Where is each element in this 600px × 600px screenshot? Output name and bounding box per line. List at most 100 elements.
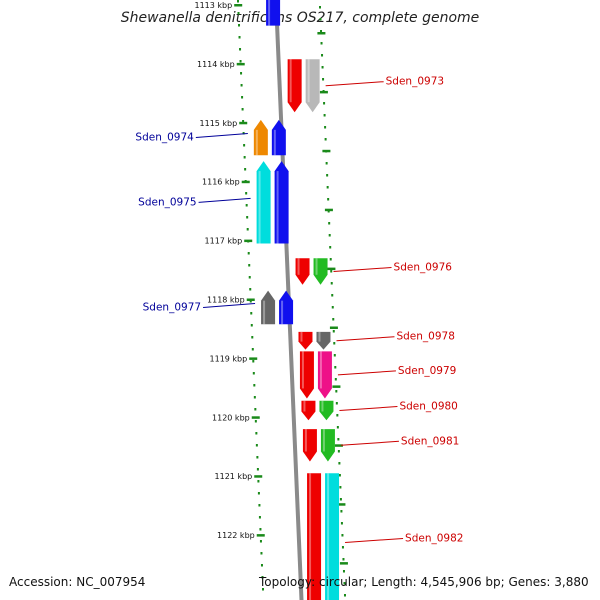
ruler-dot <box>340 522 343 525</box>
ruler-dot <box>253 384 256 387</box>
ruler-dot <box>340 510 343 513</box>
major-tick <box>322 149 331 153</box>
gene-feature-arrow <box>256 161 271 244</box>
ruler-dot <box>238 36 241 39</box>
kbp-label: 1122 kbp <box>217 531 255 540</box>
gene-arrow-shine <box>309 473 312 600</box>
ruler-dot <box>336 426 339 429</box>
major-tick <box>329 326 338 329</box>
ruler-dot <box>237 12 240 15</box>
ruler-dot <box>261 588 264 591</box>
genome-title: Shewanella denitrificans OS217, complete… <box>120 10 480 26</box>
gene-feature-arrow-shine <box>321 400 324 412</box>
major-tick <box>334 444 343 447</box>
gene-feature-arrow-shine <box>327 473 330 600</box>
genome-summary: Topology: circular; Length: 4,545,906 bp… <box>259 575 589 589</box>
ruler-dot <box>241 108 244 111</box>
ruler-dot <box>342 558 345 561</box>
ruler-dot <box>244 168 247 171</box>
ruler-dot <box>335 390 338 393</box>
accession-text: Accession: NC_007954 <box>9 575 146 589</box>
gene-arrow-shine <box>273 129 276 156</box>
gene-feature-arrow <box>320 429 335 462</box>
gene-arrow <box>307 473 322 600</box>
gene-feature-arrow <box>319 400 334 421</box>
ruler-dot <box>333 354 336 357</box>
gene-arrow <box>299 351 314 399</box>
ruler-dot <box>342 570 345 573</box>
kbp-label: 1117 kbp <box>205 237 243 246</box>
kbp-scale: 1113 kbp 1114 kbp 1115 kbp 1116 kbp 1117 kbp… <box>195 1 348 565</box>
gene-feature-arrow <box>253 119 268 156</box>
ruler-dot <box>338 462 341 465</box>
major-tick <box>241 180 250 184</box>
gene-feature-arrow <box>313 258 328 285</box>
ruler-dot <box>252 372 255 375</box>
gene-label: Sden_0974 <box>135 132 194 144</box>
ruler-dot <box>326 174 329 177</box>
gene-feature-arrow <box>261 290 276 325</box>
gene-label-leader <box>337 370 396 376</box>
ruler-dot <box>330 270 333 273</box>
ruler-dot <box>321 54 324 57</box>
kbp-label: 1119 kbp <box>210 354 248 363</box>
ruler-dot <box>242 120 245 123</box>
gene-label: Sden_0980 <box>399 401 457 413</box>
ruler-dot <box>256 468 259 471</box>
gene-feature-arrow-shine <box>258 171 261 244</box>
gene-arrow-shine <box>289 59 292 103</box>
ruler-dot <box>257 492 260 495</box>
ruler-dot <box>249 288 252 291</box>
ruler-dot <box>260 552 263 555</box>
ruler-dot <box>243 144 246 147</box>
ruler-dot <box>253 396 256 399</box>
ruler-dot <box>246 228 249 231</box>
ruler-dot <box>341 546 344 549</box>
ruler-dot <box>336 414 339 417</box>
gene-feature-arrow-shine <box>322 429 325 452</box>
gene-label-leader <box>340 440 399 446</box>
major-tick <box>327 267 336 271</box>
gene-feature-arrow-shine <box>255 129 258 156</box>
kbp-label: 1120 kbp <box>212 413 250 422</box>
ruler-dot <box>334 366 337 369</box>
ruler-dot <box>248 264 251 267</box>
gene-arrow-shine <box>301 351 304 389</box>
gene-feature-arrow <box>316 331 331 350</box>
ruler-dot <box>334 378 337 381</box>
ruler-dot <box>326 186 329 189</box>
ruler-dot <box>256 456 259 459</box>
gene-label-leader <box>198 197 251 203</box>
ruler-dot <box>319 6 321 9</box>
ruler-dot <box>320 42 323 45</box>
ruler-dot <box>249 300 252 303</box>
gene-track: Sden_0973 Sden_0974 Sden_0975 Sden_0976 Sden… <box>135 0 463 600</box>
gene-feature-arrow-shine <box>319 351 322 389</box>
gene-arrow-shine <box>276 171 279 244</box>
ruler-dots <box>237 0 346 597</box>
major-tick <box>234 4 243 7</box>
ruler-dot <box>250 312 253 315</box>
ruler-dot <box>323 114 326 117</box>
ruler-dot <box>330 282 333 285</box>
gene-arrow-shine <box>281 300 284 325</box>
major-tick <box>339 562 348 565</box>
gene-arrow <box>287 59 302 113</box>
ruler-dot <box>320 30 323 33</box>
gene-feature-arrow <box>325 473 340 600</box>
ruler-dot <box>248 276 251 279</box>
major-tick <box>239 121 248 125</box>
ruler-dot <box>261 576 264 579</box>
major-tick <box>319 90 328 94</box>
gene-feature-arrow-shine <box>318 331 321 342</box>
gene-label: Sden_0976 <box>394 262 453 274</box>
gene-arrow-shine <box>268 0 271 26</box>
gene-label: Sden_0979 <box>398 365 456 377</box>
gene-arrow <box>271 119 286 156</box>
gene-feature-arrow-shine <box>315 258 318 275</box>
ruler-dot <box>252 360 255 363</box>
gene-label-leader <box>203 302 256 308</box>
gene-feature-arrow-shine <box>263 300 266 325</box>
major-tick <box>256 534 265 537</box>
gene-feature-arrow <box>305 59 320 113</box>
